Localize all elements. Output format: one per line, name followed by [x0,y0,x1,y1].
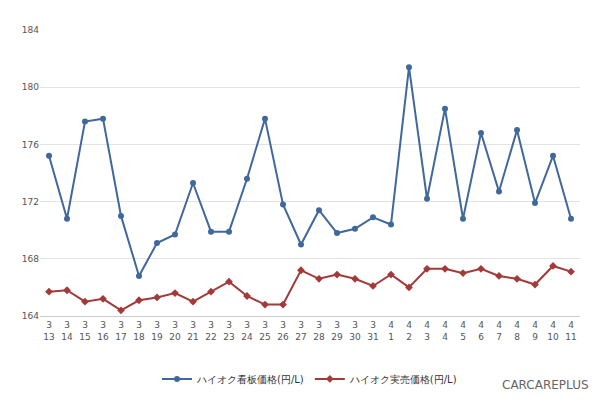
svg-text:325: 325 [259,320,270,342]
svg-text:46: 46 [478,320,484,342]
svg-text:41: 41 [388,320,394,342]
svg-text:317: 317 [115,320,126,342]
svg-text:176: 176 [22,140,39,150]
svg-text:313: 313 [43,320,54,342]
svg-text:324: 324 [241,320,253,342]
svg-text:CARCAREPLUS: CARCAREPLUS [502,378,589,392]
svg-text:ハイオク看板価格(円/L): ハイオク看板価格(円/L) [196,374,304,385]
svg-text:164: 164 [22,311,39,321]
svg-text:331: 331 [367,320,378,342]
svg-text:ハイオク実売価格(円/L): ハイオク実売価格(円/L) [349,374,457,385]
svg-text:316: 316 [97,320,109,342]
svg-text:168: 168 [22,254,39,264]
svg-text:172: 172 [22,197,39,207]
svg-text:326: 326 [277,320,289,342]
svg-text:315: 315 [79,320,90,342]
svg-text:43: 43 [424,320,430,342]
svg-text:329: 329 [331,320,343,342]
svg-text:327: 327 [295,320,306,342]
svg-text:318: 318 [133,320,145,342]
svg-text:44: 44 [442,320,448,342]
svg-text:184: 184 [22,25,39,35]
svg-text:410: 410 [547,320,559,342]
svg-text:328: 328 [313,320,325,342]
svg-text:48: 48 [514,320,520,342]
svg-text:320: 320 [169,320,181,342]
svg-text:319: 319 [151,320,163,342]
svg-text:330: 330 [349,320,361,342]
svg-text:411: 411 [565,320,576,342]
svg-text:45: 45 [460,320,466,342]
svg-text:47: 47 [496,320,502,342]
svg-text:49: 49 [532,320,538,342]
svg-text:314: 314 [61,320,73,342]
svg-text:323: 323 [223,320,234,342]
svg-text:322: 322 [205,320,216,342]
svg-text:42: 42 [406,320,412,342]
svg-text:321: 321 [187,320,198,342]
svg-text:180: 180 [22,82,39,92]
